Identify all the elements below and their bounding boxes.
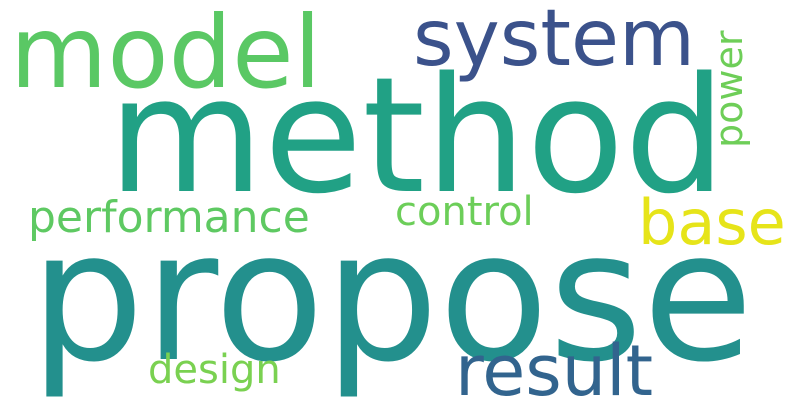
word-model: model <box>10 0 322 111</box>
word-method: method <box>108 42 726 229</box>
word-result: result <box>455 330 654 400</box>
word-performance: performance <box>28 192 310 243</box>
word-design: design <box>148 347 281 393</box>
word-control: control <box>395 189 534 235</box>
word-base: base <box>638 186 786 259</box>
word-power: power <box>707 30 751 148</box>
word-system: system <box>413 0 695 84</box>
word-propose: propose <box>30 193 754 400</box>
